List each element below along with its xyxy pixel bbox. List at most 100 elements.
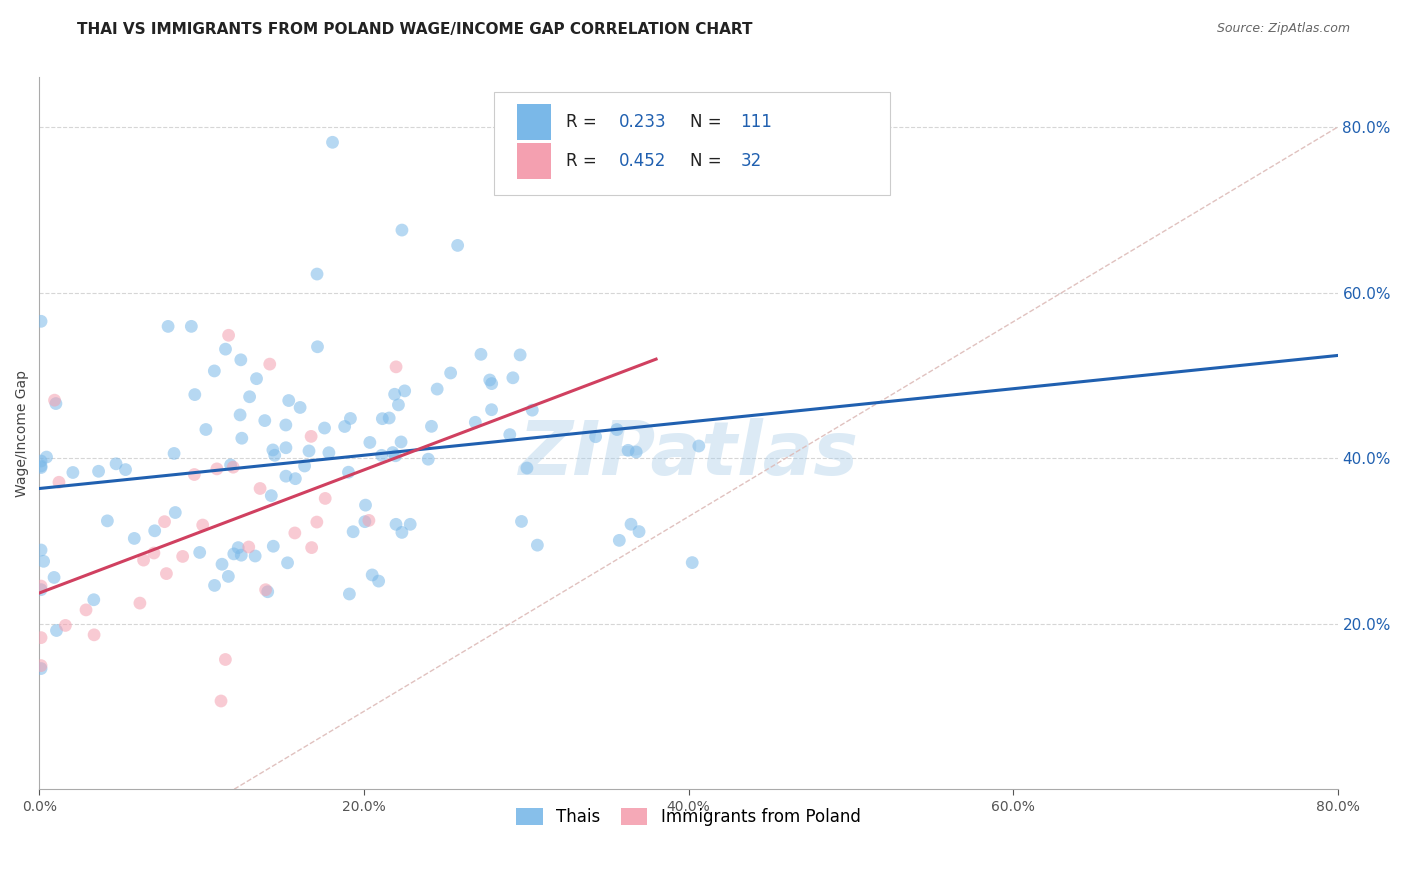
Point [155, 566, 177, 581]
Point [371, 411, 394, 425]
Text: Source: ZipAtlas.com: Source: ZipAtlas.com [1216, 22, 1350, 36]
Point [440, 366, 463, 380]
Text: N =: N = [690, 113, 727, 131]
Point [464, 415, 486, 429]
Point [231, 431, 253, 445]
Point [277, 556, 299, 570]
Point [209, 694, 232, 708]
Point [256, 584, 278, 599]
Point [184, 387, 207, 401]
Point [620, 517, 643, 532]
Legend: Thais, Immigrants from Poland: Thais, Immigrants from Poland [508, 799, 869, 834]
Point [301, 541, 323, 555]
Point [385, 517, 408, 532]
Point [510, 515, 533, 529]
Point [62, 466, 84, 480]
FancyBboxPatch shape [517, 143, 551, 178]
FancyBboxPatch shape [494, 92, 890, 194]
Point [96, 514, 118, 528]
Point [624, 445, 647, 459]
Point [30, 454, 52, 468]
Point [617, 443, 640, 458]
Point [229, 352, 252, 367]
Point [426, 382, 449, 396]
Point [384, 449, 406, 463]
Point [124, 532, 146, 546]
Point [384, 387, 406, 401]
Point [48, 475, 70, 490]
Point [165, 506, 187, 520]
Point [222, 460, 245, 475]
Point [391, 525, 413, 540]
Point [32, 554, 55, 568]
Point [502, 371, 524, 385]
Y-axis label: Wage/Income Gap: Wage/Income Gap [15, 370, 30, 497]
Point [342, 524, 364, 539]
Point [44, 393, 66, 408]
Point [217, 569, 239, 583]
Point [263, 448, 285, 462]
Point [389, 434, 412, 449]
Point [87, 464, 110, 478]
Text: R =: R = [567, 152, 603, 169]
Point [249, 482, 271, 496]
Point [688, 439, 710, 453]
Point [359, 435, 381, 450]
Point [218, 328, 240, 343]
Point [418, 452, 440, 467]
Point [75, 603, 97, 617]
Point [202, 364, 225, 378]
Point [45, 396, 67, 410]
Point [420, 419, 443, 434]
Point [262, 539, 284, 553]
Point [30, 579, 52, 593]
Point [42, 570, 65, 584]
Point [30, 458, 52, 473]
Point [254, 582, 277, 597]
Point [305, 267, 328, 281]
Point [288, 401, 311, 415]
Point [163, 446, 186, 460]
Point [214, 652, 236, 666]
Point [188, 545, 211, 559]
Point [321, 136, 343, 150]
Point [361, 568, 384, 582]
Point [204, 578, 226, 592]
Point [607, 533, 630, 548]
Text: 0.233: 0.233 [619, 113, 666, 131]
Point [318, 446, 340, 460]
Point [399, 517, 422, 532]
Point [299, 429, 322, 443]
Point [333, 419, 356, 434]
Point [277, 393, 299, 408]
Point [606, 423, 628, 437]
Point [274, 441, 297, 455]
Point [30, 631, 52, 645]
Point [35, 450, 58, 464]
Point [55, 618, 77, 632]
Point [339, 411, 361, 425]
Point [337, 465, 360, 479]
Point [229, 408, 252, 422]
Point [499, 427, 522, 442]
Point [381, 445, 404, 459]
Point [526, 538, 548, 552]
Point [238, 540, 260, 554]
Point [354, 498, 377, 512]
Text: ZIPatlas: ZIPatlas [519, 418, 859, 491]
Point [681, 556, 703, 570]
Point [509, 348, 531, 362]
Point [628, 524, 651, 539]
Point [337, 587, 360, 601]
Point [260, 489, 283, 503]
Point [30, 543, 52, 558]
Point [105, 457, 128, 471]
Point [391, 223, 413, 237]
Point [522, 403, 544, 417]
Point [274, 417, 297, 432]
Text: R =: R = [567, 113, 603, 131]
Point [387, 398, 409, 412]
Point [357, 513, 380, 527]
Point [354, 515, 377, 529]
Point [245, 372, 267, 386]
